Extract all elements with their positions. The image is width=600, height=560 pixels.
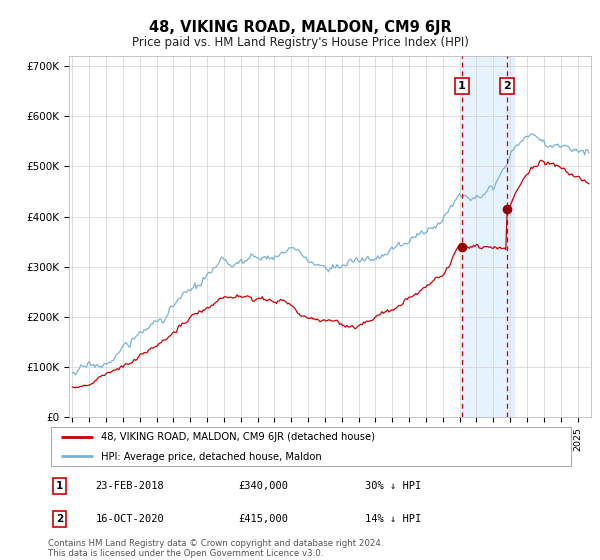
FancyBboxPatch shape xyxy=(50,427,571,466)
Text: 1: 1 xyxy=(458,81,466,91)
Text: £340,000: £340,000 xyxy=(238,481,288,491)
Text: 16-OCT-2020: 16-OCT-2020 xyxy=(95,514,164,524)
Text: HPI: Average price, detached house, Maldon: HPI: Average price, detached house, Mald… xyxy=(101,452,322,461)
Text: Contains HM Land Registry data © Crown copyright and database right 2024.
This d: Contains HM Land Registry data © Crown c… xyxy=(48,539,383,558)
Text: 48, VIKING ROAD, MALDON, CM9 6JR: 48, VIKING ROAD, MALDON, CM9 6JR xyxy=(149,20,451,35)
Text: 30% ↓ HPI: 30% ↓ HPI xyxy=(365,481,421,491)
Text: 1: 1 xyxy=(56,481,63,491)
Text: 14% ↓ HPI: 14% ↓ HPI xyxy=(365,514,421,524)
Text: 23-FEB-2018: 23-FEB-2018 xyxy=(95,481,164,491)
Text: 2: 2 xyxy=(56,514,63,524)
Text: Price paid vs. HM Land Registry's House Price Index (HPI): Price paid vs. HM Land Registry's House … xyxy=(131,36,469,49)
Text: 2: 2 xyxy=(503,81,511,91)
Text: £415,000: £415,000 xyxy=(238,514,288,524)
Bar xyxy=(461,56,514,417)
Text: 48, VIKING ROAD, MALDON, CM9 6JR (detached house): 48, VIKING ROAD, MALDON, CM9 6JR (detach… xyxy=(101,432,375,442)
